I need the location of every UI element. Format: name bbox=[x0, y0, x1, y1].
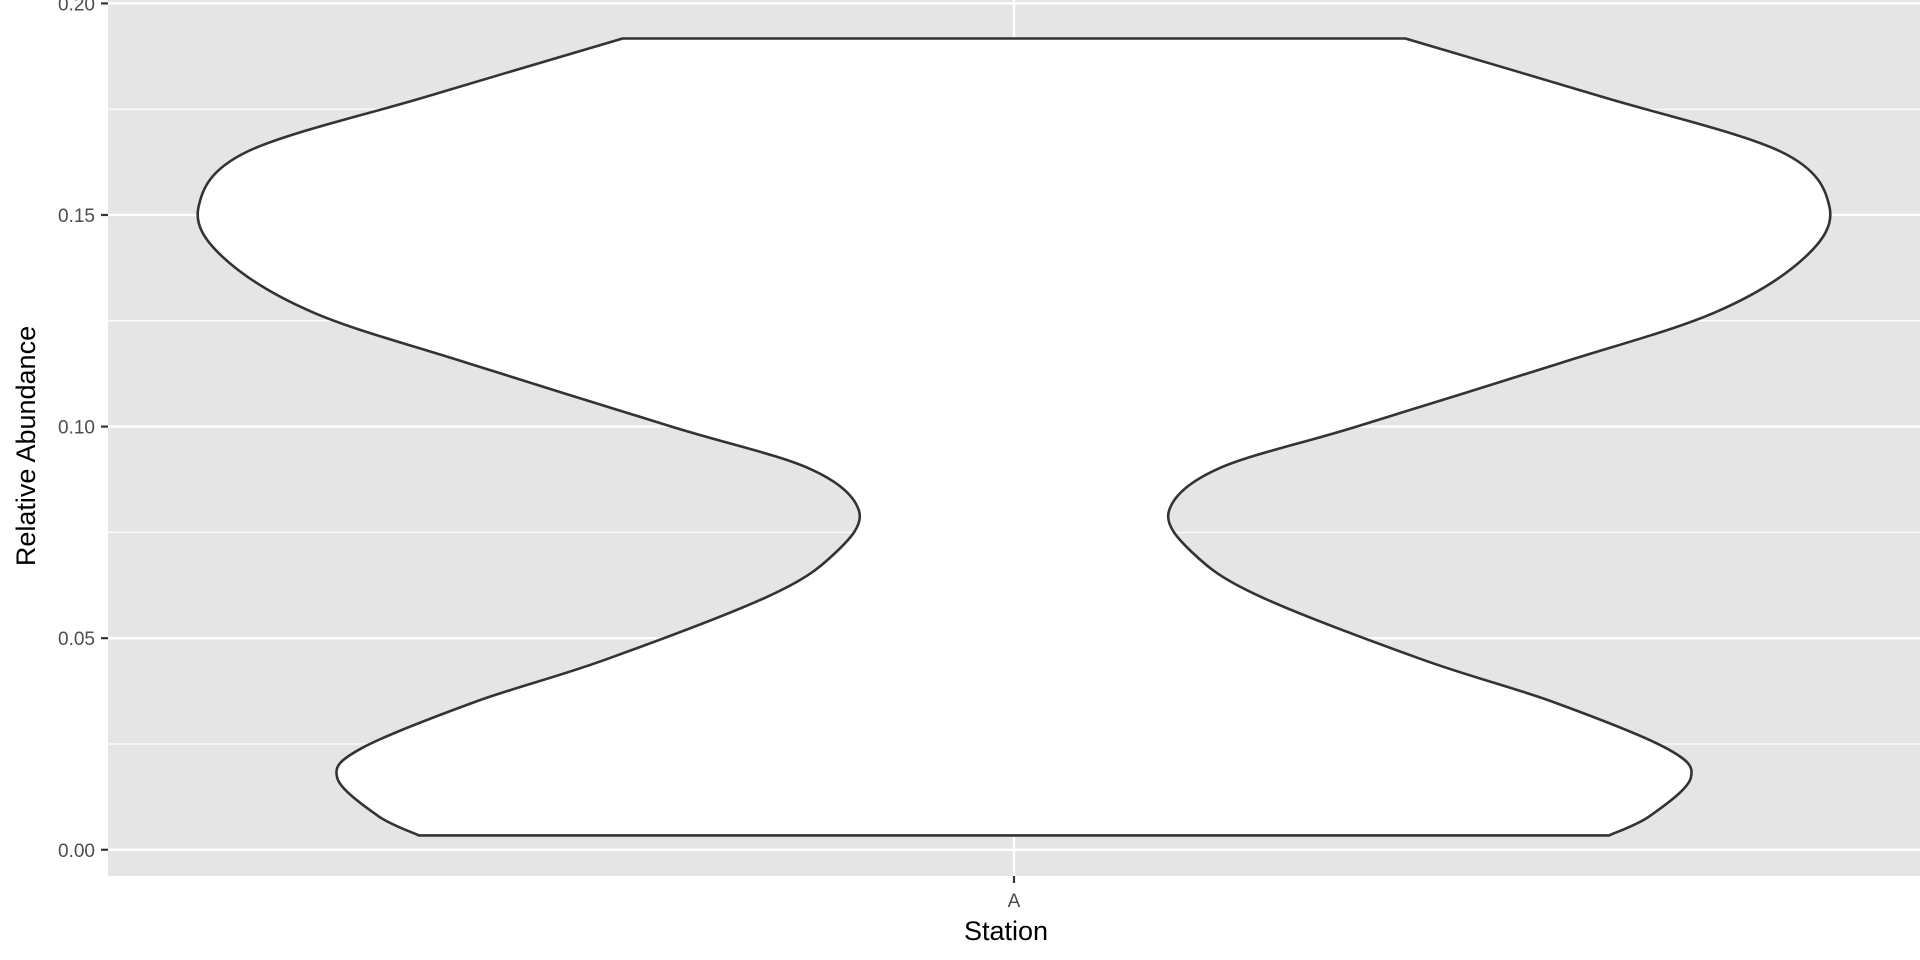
violin-A bbox=[196, 37, 1832, 837]
x-tick-label: A bbox=[1008, 891, 1021, 912]
y-axis: 0.00 0.05 0.10 0.15 0.20 bbox=[58, 0, 108, 862]
x-axis-title: Station bbox=[964, 916, 1048, 946]
y-axis-title: Relative Abundance bbox=[11, 326, 41, 566]
x-axis: A bbox=[1008, 876, 1021, 912]
y-tick-label: 0.15 bbox=[58, 206, 95, 227]
y-tick-label: 0.20 bbox=[58, 0, 95, 15]
violin-layer bbox=[196, 37, 1832, 837]
y-tick-label: 0.00 bbox=[58, 841, 95, 862]
y-tick-label: 0.10 bbox=[58, 418, 95, 439]
y-tick-label: 0.05 bbox=[58, 629, 95, 650]
